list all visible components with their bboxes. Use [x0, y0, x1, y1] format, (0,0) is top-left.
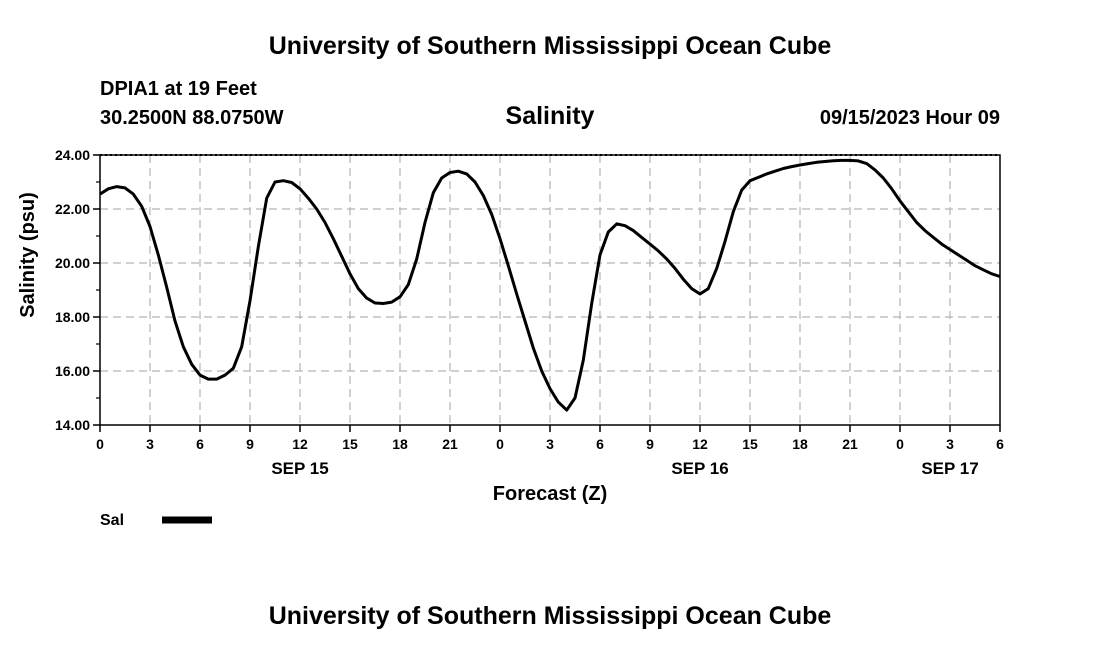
x-tick-label: 12: [692, 436, 708, 452]
chart-title: Salinity: [506, 102, 595, 130]
x-tick-label: 0: [896, 436, 904, 452]
x-tick-label: 3: [146, 436, 154, 452]
y-tick-label: 22.00: [55, 201, 90, 217]
station-coords: 30.2500N 88.0750W: [100, 107, 284, 129]
legend-entry-sal: Sal: [100, 512, 124, 529]
page-title: University of Southern Mississippi Ocean…: [269, 32, 832, 60]
x-tick-label: 3: [546, 436, 554, 452]
x-tick-label: 9: [246, 436, 254, 452]
day-label: SEP 15: [271, 459, 328, 478]
x-axis-ticks: 0 3 6 9 12 15 18 21 0 3 6 9 12 15 18 21 0 3 6: [96, 425, 1004, 452]
x-tick-label: 3: [946, 436, 954, 452]
day-label: SEP 17: [921, 459, 978, 478]
series-line-sal: [99, 158, 1001, 412]
y-tick-label: 16.00: [55, 363, 90, 379]
x-tick-label: 6: [996, 436, 1004, 452]
x-tick-label: 0: [496, 436, 504, 452]
y-tick-label: 20.00: [55, 255, 90, 271]
y-axis-label: Salinity (psu): [17, 192, 39, 318]
x-tick-label: 6: [196, 436, 204, 452]
station-label: DPIA1 at 19 Feet: [100, 78, 257, 100]
x-tick-label: 18: [392, 436, 408, 452]
x-tick-label: 6: [596, 436, 604, 452]
day-labels: SEP 15 SEP 16 SEP 17: [271, 459, 978, 478]
x-tick-label: 18: [792, 436, 808, 452]
day-label: SEP 16: [671, 459, 728, 478]
legend: Sal: [100, 512, 212, 529]
y-tick-label: 14.00: [55, 417, 90, 433]
x-axis-label: Forecast (Z): [493, 483, 607, 505]
x-tick-label: 12: [292, 436, 308, 452]
grid-lines: [100, 155, 1000, 425]
footer-title: University of Southern Mississippi Ocean…: [269, 602, 832, 630]
forecast-timestamp: 09/15/2023 Hour 09: [820, 107, 1000, 129]
y-tick-label: 24.00: [55, 147, 90, 163]
x-tick-label: 0: [96, 436, 104, 452]
x-tick-label: 15: [742, 436, 758, 452]
x-tick-label: 21: [442, 436, 458, 452]
x-tick-label: 15: [342, 436, 358, 452]
y-axis-ticks: 14.00 16.00 18.00 20.00 22.00 24.00: [55, 147, 100, 433]
x-tick-label: 9: [646, 436, 654, 452]
x-tick-label: 21: [842, 436, 858, 452]
y-tick-label: 18.00: [55, 309, 90, 325]
